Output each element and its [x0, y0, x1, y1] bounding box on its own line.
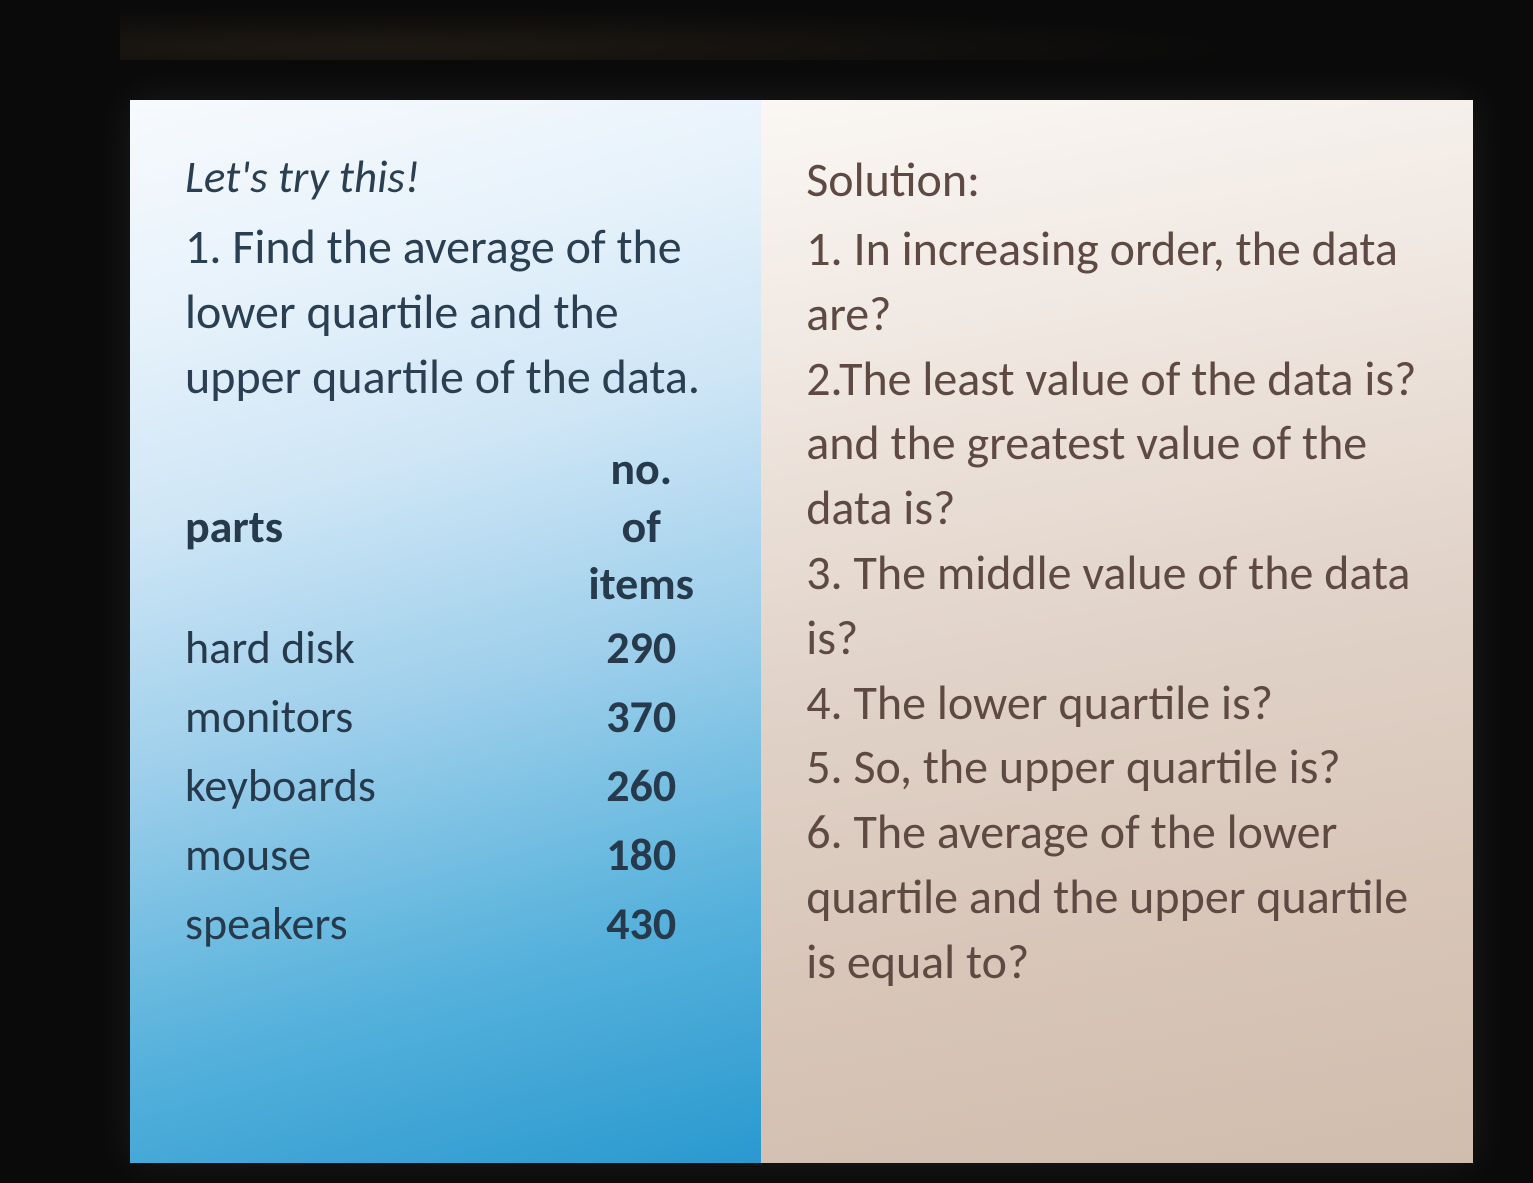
- question-pane: Let's try this! 1. Find the average of t…: [130, 100, 761, 1163]
- table-row: mouse: [185, 821, 561, 890]
- parts-table: parts no.ofitems hard disk 290 monitors …: [185, 441, 721, 959]
- solution-step: 4. The lower quartile is?: [806, 673, 1273, 732]
- solution-steps: 1. In increasing order, the data are? 2.…: [806, 217, 1418, 995]
- solution-title: Solution:: [806, 150, 1418, 209]
- table-row: monitors: [185, 683, 561, 752]
- solution-step: 1. In increasing order, the data are?: [806, 219, 1398, 343]
- question-text: 1. Find the average of the lower quartil…: [185, 215, 721, 409]
- screen-frame: Let's try this! 1. Find the average of t…: [90, 70, 1513, 1163]
- lets-try-title: Let's try this!: [185, 150, 721, 205]
- table-row: keyboards: [185, 752, 561, 821]
- solution-step: 6. The average of the lower quartile and…: [806, 802, 1408, 991]
- solution-pane: Solution: 1. In increasing order, the da…: [761, 100, 1473, 1163]
- table-row: 370: [561, 683, 721, 752]
- table-row: hard disk: [185, 614, 561, 683]
- table-row: 260: [561, 752, 721, 821]
- table-header-parts: parts: [185, 493, 561, 562]
- table-row: 430: [561, 890, 721, 959]
- solution-step: 2.The least value of the data is? and th…: [806, 349, 1416, 538]
- table-row: 180: [561, 821, 721, 890]
- solution-step: 3. The middle value of the data is?: [806, 543, 1410, 667]
- solution-step: 5. So, the upper quartile is?: [806, 737, 1340, 796]
- table-row: speakers: [185, 890, 561, 959]
- table-row: 290: [561, 614, 721, 683]
- slide: Let's try this! 1. Find the average of t…: [130, 100, 1473, 1163]
- table-header-count: no.ofitems: [561, 441, 721, 614]
- bezel-reflection: [120, 0, 1413, 60]
